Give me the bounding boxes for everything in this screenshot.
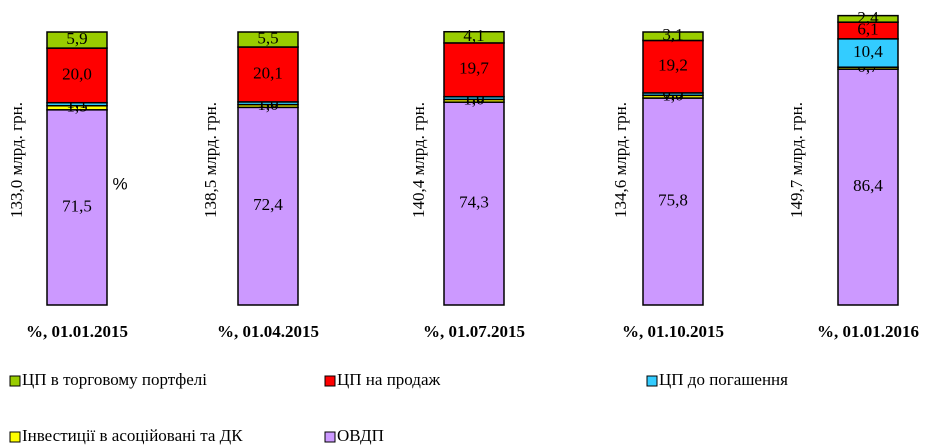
bar-segment: [642, 97, 704, 306]
total-label: 138,5 млрд. грн.: [201, 102, 220, 218]
total-label: 133,0 млрд. грн.: [7, 102, 26, 218]
value-label: 10,4: [853, 42, 883, 61]
value-label: 20,0: [62, 64, 92, 83]
legend-swatch: [324, 375, 336, 387]
value-label: 74,3: [459, 192, 489, 211]
legend-label: ЦП в торговому портфелі: [22, 370, 207, 389]
bar-segment: [443, 30, 505, 44]
bar-segment: [443, 42, 505, 98]
total-label: 134,6 млрд. грн.: [611, 102, 630, 218]
value-label: 71,5: [62, 196, 92, 215]
legend-swatch: [9, 375, 21, 387]
x-tick-label: %, 01.10.2015: [622, 322, 724, 341]
bar-segment: [46, 47, 108, 104]
value-label: 19,7: [459, 59, 489, 78]
value-label: 3,1: [662, 25, 683, 44]
bar-segment: [237, 46, 299, 103]
x-tick-label: %, 01.01.2016: [817, 322, 919, 341]
total-label: 140,4 млрд. грн.: [409, 102, 428, 218]
bar-segment: [443, 101, 505, 306]
value-label: 6,1: [857, 19, 878, 38]
legend-label: ЦП на продаж: [337, 370, 440, 389]
legend-swatch: [324, 431, 336, 443]
bar-segment: [237, 106, 299, 306]
legend-swatch: [646, 375, 658, 387]
x-tick-label: %, 01.04.2015: [217, 322, 319, 341]
bar-segment: [46, 31, 108, 49]
total-label: 149,7 млрд. грн.: [787, 102, 806, 218]
value-label: 4,1: [463, 26, 484, 45]
value-label: 5,5: [257, 28, 278, 47]
x-tick-label: %, 01.07.2015: [423, 322, 525, 341]
legend-label: ОВДП: [337, 426, 384, 445]
value-label: 19,2: [658, 56, 688, 75]
bar-segment: [46, 109, 108, 306]
legend-label: ЦП до погашення: [659, 370, 788, 389]
value-label: 86,4: [853, 176, 883, 195]
bar-segment: [642, 39, 704, 94]
bar-segment: [837, 38, 899, 68]
bar-segment: [237, 31, 299, 48]
value-label: 20,1: [253, 63, 283, 82]
legend-swatch: [9, 431, 21, 443]
bar-segment: [642, 31, 704, 42]
bar-segment: [837, 14, 899, 23]
value-label: 2,4: [857, 8, 879, 27]
legend-label: Інвестиції в асоційовані та ДК: [22, 426, 243, 445]
x-tick-label: %, 01.01.2015: [26, 322, 128, 341]
value-label: 5,9: [66, 29, 87, 48]
value-label: 75,8: [658, 190, 688, 209]
annotation: %: [112, 174, 127, 193]
value-label: 72,4: [253, 195, 283, 214]
